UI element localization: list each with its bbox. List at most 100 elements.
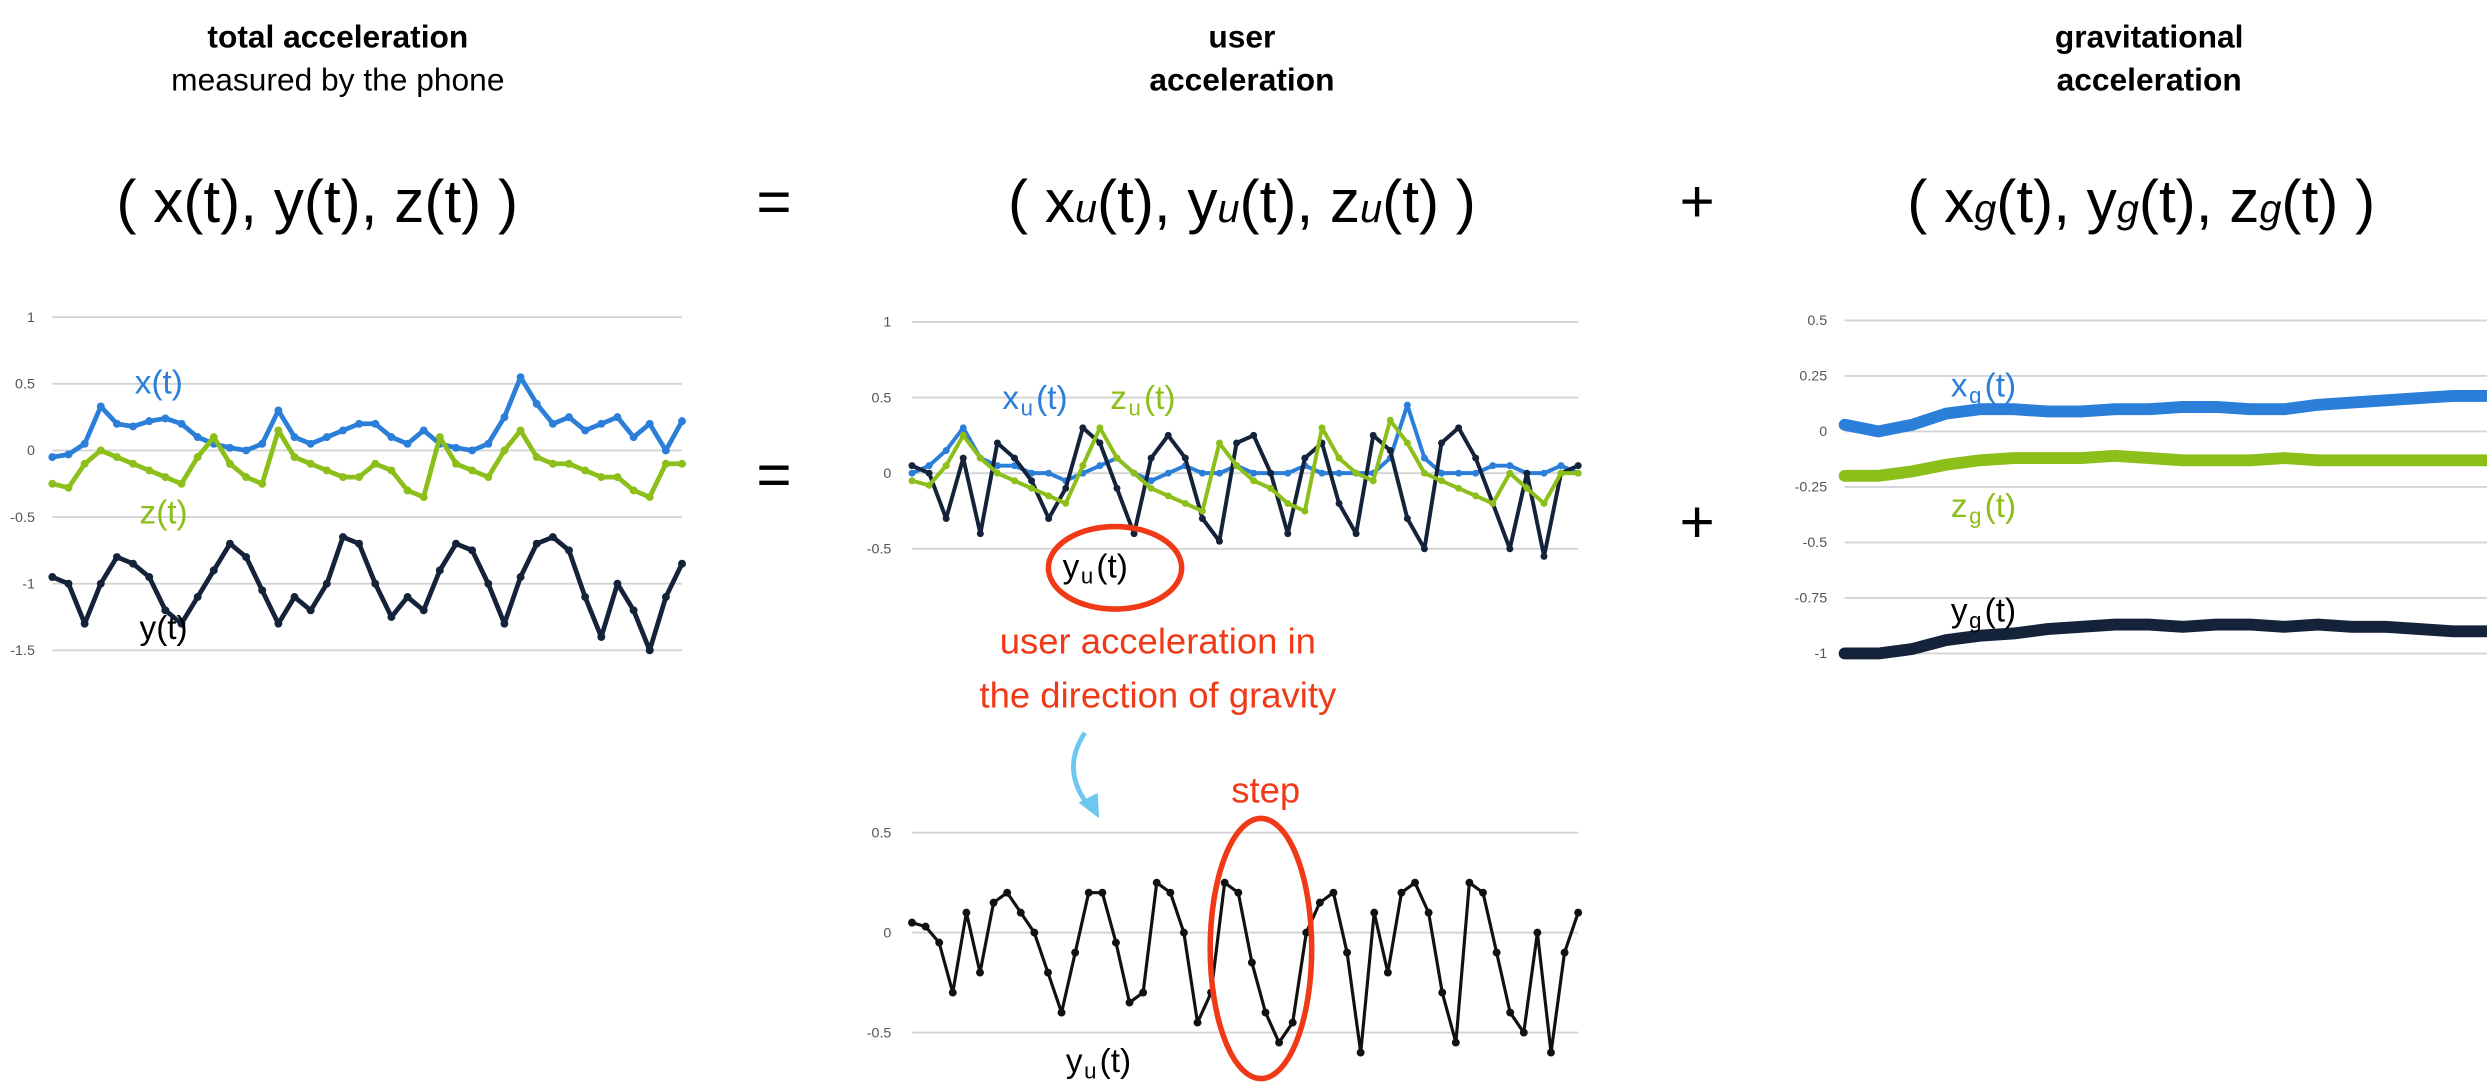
data-point <box>629 433 638 442</box>
data-point <box>1420 469 1428 477</box>
data-point <box>1356 1048 1365 1057</box>
data-point <box>1489 499 1497 507</box>
data-point <box>371 419 380 428</box>
data-point <box>322 433 331 442</box>
data-point <box>1098 888 1107 897</box>
data-point <box>1045 515 1053 523</box>
data-point <box>1315 898 1324 907</box>
data-point <box>548 459 557 468</box>
data-point <box>629 606 638 615</box>
series-zg(t) <box>1838 449 2487 482</box>
series-zu(t) <box>908 416 1582 515</box>
y-tick-label: -0.5 <box>1803 535 1828 551</box>
data-point <box>355 419 364 428</box>
data-point <box>112 419 121 428</box>
data-point <box>989 898 998 907</box>
data-point <box>209 433 218 442</box>
data-point <box>613 413 622 422</box>
data-point <box>1424 908 1433 917</box>
total-acceleration-title: total acceleration <box>207 19 468 55</box>
data-point <box>1420 545 1428 553</box>
total-formula: ( x(t), y(t), z(t) ) <box>116 167 518 235</box>
data-point <box>1386 447 1394 454</box>
data-point <box>597 633 606 641</box>
data-point <box>1198 469 1206 477</box>
data-point <box>1472 454 1480 462</box>
data-point <box>1261 1008 1270 1017</box>
y-tick-label: 0 <box>27 443 35 459</box>
data-point <box>403 439 412 448</box>
series-yu(t) <box>908 878 1583 1057</box>
data-point <box>112 453 121 462</box>
data-point <box>1574 908 1583 917</box>
data-point <box>1096 439 1104 447</box>
data-point <box>1130 469 1138 477</box>
data-point <box>1139 988 1148 997</box>
data-point <box>403 486 412 495</box>
data-point <box>959 454 967 462</box>
data-point <box>613 579 622 588</box>
data-point <box>942 447 950 454</box>
data-point <box>1030 928 1039 937</box>
data-point <box>678 559 686 568</box>
data-point <box>145 573 154 581</box>
data-point <box>1301 507 1309 515</box>
data-point <box>1084 888 1093 897</box>
data-point <box>1079 424 1087 432</box>
data-point <box>1574 462 1582 470</box>
data-point <box>355 473 364 482</box>
data-point <box>338 473 347 482</box>
data-point <box>1352 530 1360 538</box>
data-point <box>1166 888 1175 897</box>
data-point <box>322 579 331 588</box>
data-point <box>1275 1038 1284 1047</box>
data-point <box>435 566 444 575</box>
data-point <box>387 613 396 621</box>
data-point <box>371 459 380 468</box>
y-tick-label: -1.5 <box>10 643 35 659</box>
data-point <box>161 606 170 615</box>
data-point <box>338 426 347 435</box>
data-point <box>452 443 460 452</box>
data-point <box>500 446 509 455</box>
y-tick-label: -1 <box>22 576 35 592</box>
data-point <box>661 459 670 468</box>
data-point <box>1420 454 1428 462</box>
data-point <box>306 439 315 448</box>
data-point <box>274 619 283 628</box>
total-acceleration-subtitle: measured by the phone <box>171 61 504 97</box>
data-point <box>613 473 622 482</box>
data-point <box>306 459 315 468</box>
data-point <box>1079 462 1087 470</box>
data-point <box>1215 469 1223 477</box>
series-xg(t) <box>1838 389 2487 438</box>
data-point <box>1489 462 1497 470</box>
data-point <box>1152 878 1161 887</box>
equals-sign-charts: = <box>756 440 791 508</box>
data-point <box>1284 499 1292 507</box>
data-point <box>1011 462 1018 470</box>
data-point <box>1045 469 1053 477</box>
data-point <box>290 453 299 462</box>
y-tick-label: 0 <box>1819 424 1827 440</box>
data-point <box>419 426 428 435</box>
data-point <box>48 573 57 581</box>
series-line <box>49 428 685 500</box>
data-point <box>1096 462 1104 470</box>
data-point <box>1335 469 1343 477</box>
y-tick-label: 0 <box>883 466 891 482</box>
data-point <box>225 443 234 452</box>
data-point <box>274 406 283 415</box>
data-point <box>1335 499 1343 507</box>
data-point <box>177 619 186 628</box>
data-point <box>1411 878 1419 887</box>
data-point <box>161 414 170 423</box>
data-point <box>96 402 105 411</box>
data-point <box>1234 888 1243 897</box>
data-point <box>258 439 267 448</box>
series-x(t) <box>48 373 686 462</box>
chart-1: 1 0.5 0 -0.5 -1 -1.5 x(t) z(t) y(t) <box>10 310 686 659</box>
y-tick-label: -1 <box>1814 646 1827 662</box>
data-point <box>1383 968 1392 977</box>
